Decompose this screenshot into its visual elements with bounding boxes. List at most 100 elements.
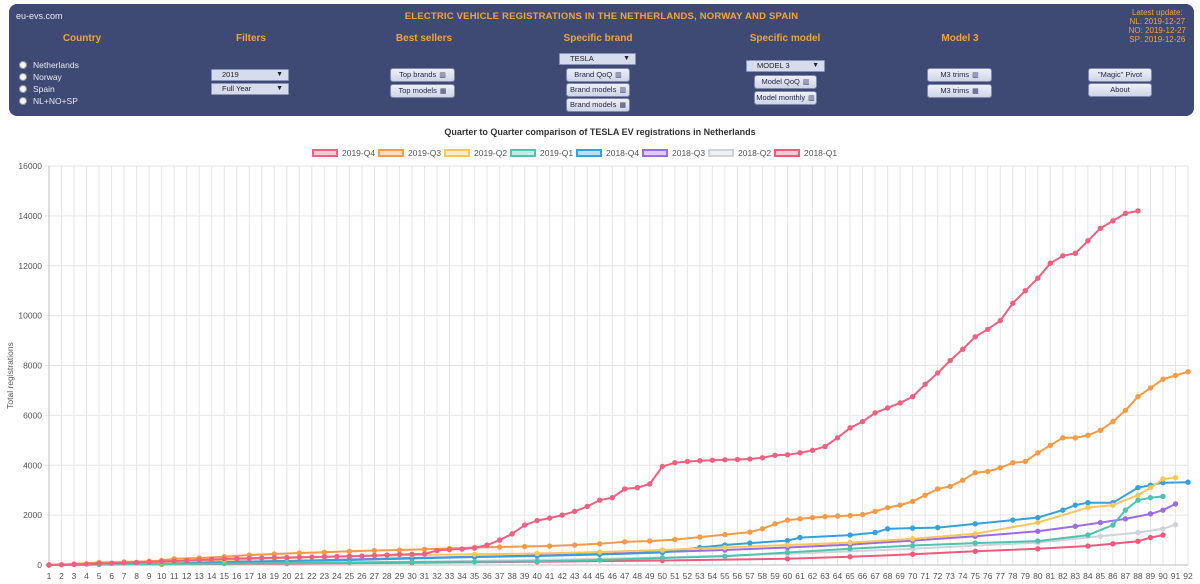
model-select[interactable]: MODEL 3 ▼: [746, 60, 825, 72]
radio-norway[interactable]: Norway: [19, 72, 62, 82]
legend-item[interactable]: 2019-Q1: [510, 148, 573, 158]
legend-item[interactable]: 2019-Q2: [444, 148, 507, 158]
data-point: [1097, 533, 1104, 540]
radio-icon[interactable]: [19, 85, 27, 93]
x-tick-label: 1: [47, 571, 52, 581]
m3-trims-chart-button[interactable]: M3 trims ▥: [927, 68, 992, 82]
data-point: [571, 542, 578, 548]
data-point: [847, 532, 853, 538]
legend-item[interactable]: 2018-Q2: [708, 148, 771, 158]
data-point: [371, 547, 378, 554]
data-point: [1097, 519, 1104, 526]
data-point: [672, 536, 678, 543]
magic-pivot-button[interactable]: "Magic" Pivot: [1088, 68, 1152, 82]
x-tick-label: 66: [858, 571, 868, 581]
data-point: [1172, 372, 1179, 379]
data-point: [659, 555, 666, 561]
data-point: [1022, 458, 1028, 465]
year-select[interactable]: 2019 ▼: [211, 69, 289, 81]
x-tick-label: 91: [1171, 571, 1181, 581]
x-tick-label: 89: [1146, 571, 1156, 581]
data-point: [597, 549, 603, 555]
x-tick-label: 72: [933, 571, 943, 581]
data-point: [622, 539, 628, 545]
data-point: [597, 497, 603, 503]
data-point: [1122, 507, 1129, 513]
data-point: [797, 516, 803, 522]
x-tick-label: 39: [520, 571, 530, 581]
legend-label: 2018-Q2: [738, 148, 772, 158]
radio-spain[interactable]: Spain: [19, 84, 55, 94]
x-tick-label: 50: [658, 571, 668, 581]
x-tick-label: 82: [1058, 571, 1068, 581]
data-point: [897, 502, 903, 508]
top-models-button[interactable]: Top models ▦: [390, 84, 455, 98]
brand-models-chart-button[interactable]: Brand models ▥: [566, 83, 630, 97]
data-point: [183, 557, 190, 564]
x-tick-label: 37: [495, 571, 505, 581]
data-point: [1035, 546, 1041, 552]
radio-label: Spain: [33, 84, 55, 94]
data-point: [822, 513, 828, 520]
data-point: [972, 548, 978, 554]
legend-label: 2019-Q2: [474, 148, 508, 158]
bar-chart-icon: ▥: [619, 87, 626, 94]
x-tick-label: 58: [758, 571, 768, 581]
data-point: [909, 542, 916, 549]
data-point: [747, 540, 753, 546]
radio-icon[interactable]: [19, 73, 27, 81]
radio-all[interactable]: NL+NO+SP: [19, 96, 78, 106]
data-point: [784, 517, 791, 523]
legend-item[interactable]: 2018-Q1: [774, 148, 837, 158]
data-point: [1060, 507, 1066, 513]
legend-item[interactable]: 2018-Q3: [642, 148, 705, 158]
data-point: [1097, 225, 1104, 232]
radio-netherlands[interactable]: Netherlands: [19, 60, 79, 70]
bar-chart-icon: ▥: [439, 72, 446, 79]
x-tick-label: 32: [432, 571, 442, 581]
x-tick-label: 67: [870, 571, 880, 581]
data-point: [972, 521, 978, 527]
legend-item[interactable]: 2019-Q4: [312, 148, 375, 158]
data-point: [1122, 516, 1129, 522]
model-monthly-button[interactable]: Model monthly ▥: [754, 91, 817, 105]
data-point: [597, 557, 603, 563]
series-line: [48, 209, 1139, 566]
legend-item[interactable]: 2019-Q3: [378, 148, 441, 158]
data-point: [371, 552, 378, 559]
x-tick-label: 78: [1008, 571, 1018, 581]
x-tick-label: 11: [170, 571, 179, 581]
data-point: [784, 556, 791, 562]
data-point: [1122, 210, 1129, 217]
top-navigation-panel: eu-evs.com ELECTRIC VEHICLE REGISTRATION…: [9, 4, 1194, 116]
data-point: [934, 370, 941, 376]
data-point: [847, 546, 853, 552]
radio-icon[interactable]: [19, 97, 27, 105]
data-point: [1160, 376, 1166, 382]
site-link[interactable]: eu-evs.com: [16, 11, 63, 21]
radio-label: Norway: [33, 72, 62, 82]
model-qoq-button[interactable]: Model QoQ ▥: [754, 75, 817, 89]
about-button[interactable]: About: [1088, 83, 1152, 97]
data-point: [83, 561, 90, 567]
radio-icon[interactable]: [19, 61, 27, 69]
update-nl: NL: 2019-12-27: [1129, 17, 1186, 26]
brand-qoq-button[interactable]: Brand QoQ ▥: [566, 68, 630, 82]
m3-trims-table-button[interactable]: M3 trims ▦: [927, 84, 992, 98]
top-brands-button[interactable]: Top brands ▥: [390, 68, 455, 82]
button-label: Top models: [398, 86, 437, 95]
brand-models-table-button[interactable]: Brand models ▦: [566, 98, 630, 112]
x-tick-label: 10: [157, 571, 167, 581]
model-value: MODEL 3: [757, 61, 790, 70]
legend-item[interactable]: 2018-Q4: [576, 148, 639, 158]
x-tick-label: 46: [608, 571, 618, 581]
chevron-down-icon: ▼: [276, 85, 283, 92]
period-select[interactable]: Full Year ▼: [211, 83, 289, 95]
x-tick-label: 31: [420, 571, 430, 581]
data-point: [947, 483, 953, 490]
data-point: [872, 508, 878, 515]
legend-label: 2018-Q4: [606, 148, 640, 158]
data-point: [246, 555, 252, 561]
data-point: [234, 555, 240, 562]
brand-select[interactable]: TESLA ▼: [559, 53, 636, 65]
